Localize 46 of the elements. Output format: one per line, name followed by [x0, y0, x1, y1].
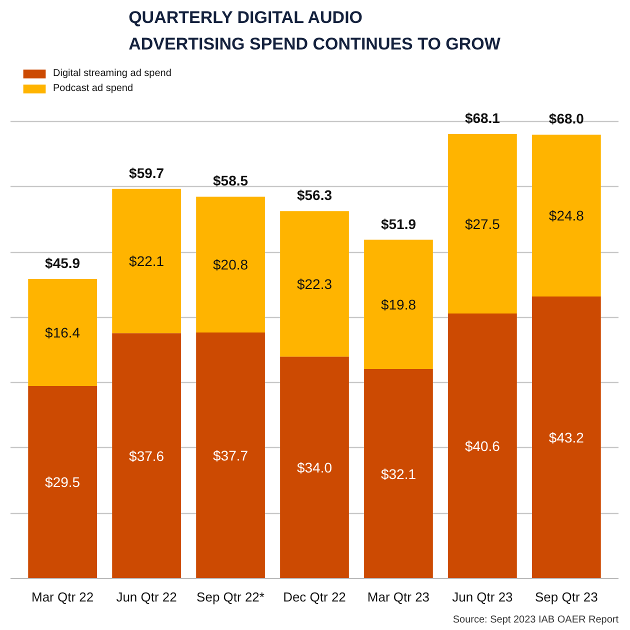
- data-label: $22.3: [296, 276, 332, 292]
- data-label: $37.6: [129, 448, 164, 464]
- x-tick-label: Sep Qtr 22*: [196, 590, 264, 604]
- data-label: $20.8: [213, 256, 248, 273]
- data-label: $22.1: [129, 252, 164, 269]
- total-label: $58.5: [213, 172, 248, 189]
- legend-label: Podcast ad spend: [53, 83, 134, 94]
- bar: [532, 134, 601, 297]
- x-tick-label: Mar Qtr 22: [32, 590, 94, 604]
- x-tick-label: Jun Qtr 23: [452, 590, 513, 604]
- total-label: $59.7: [129, 164, 164, 181]
- data-label: $37.7: [213, 447, 248, 464]
- total-label: $68.0: [548, 110, 584, 127]
- source-note: Source: Sept 2023 IAB OAER Report: [452, 614, 619, 626]
- total-label: $56.3: [296, 187, 332, 204]
- bar: [280, 211, 349, 357]
- bar: [280, 356, 349, 578]
- bar: [112, 188, 181, 334]
- data-label: $43.2: [548, 430, 584, 446]
- bar: [448, 134, 517, 314]
- bar: [112, 333, 181, 578]
- x-tick-label: Mar Qtr 23: [367, 590, 430, 604]
- bar: [196, 332, 265, 578]
- bar: [532, 296, 601, 578]
- chart-title: QUARTERLY DIGITAL AUDIO ADVERTISING SPEND CONTINUES TO GROW: [128, 8, 502, 54]
- bar: [196, 196, 265, 332]
- bar: [448, 314, 517, 578]
- bar: [28, 278, 97, 386]
- data-label: $40.6: [464, 438, 500, 454]
- x-tick-label: Dec Qtr 22: [283, 590, 346, 604]
- bar: [364, 240, 433, 370]
- legend-label: Digital streaming ad spend: [53, 68, 172, 79]
- bar: [364, 369, 433, 578]
- data-label: $27.5: [464, 216, 500, 232]
- total-label: $68.1: [464, 110, 500, 126]
- total-label: $45.9: [45, 254, 80, 271]
- data-label: $16.4: [45, 324, 80, 340]
- total-label: $51.9: [380, 216, 416, 232]
- data-label: $32.1: [380, 466, 416, 482]
- data-label: $24.8: [548, 208, 584, 224]
- x-tick-label: Jun Qtr 22: [116, 590, 177, 604]
- x-tick-label: Sep Qtr 23: [535, 590, 598, 604]
- data-label: $19.8: [380, 296, 416, 312]
- data-label: $34.0: [296, 460, 332, 476]
- bar: [28, 386, 97, 578]
- data-label: $29.5: [45, 474, 80, 490]
